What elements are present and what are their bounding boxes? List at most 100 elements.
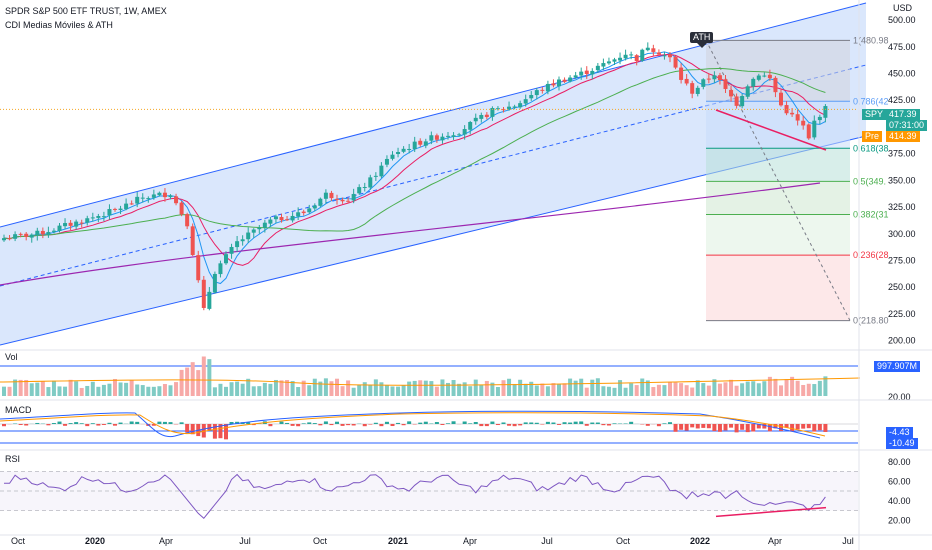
price-tick-label: 200.00 (888, 336, 916, 346)
volume-bar (63, 386, 68, 396)
candle-body (723, 79, 728, 89)
volume-bar (812, 384, 817, 396)
volume-bar (96, 386, 101, 396)
macd-histogram-bar (118, 422, 123, 424)
candle-body (196, 255, 201, 281)
macd-histogram-bar (512, 424, 517, 427)
candle-body (268, 219, 273, 224)
macd-histogram-bar (2, 424, 6, 427)
candle-body (679, 67, 684, 80)
candle-body (174, 196, 179, 204)
volume-bar (235, 381, 240, 396)
spy-timer-tag: 07:31:00 (886, 120, 928, 131)
macd-histogram-bar (468, 423, 473, 424)
candle-body (484, 114, 489, 118)
symbol-title: SPDR S&P 500 ETF TRUST, 1W, AMEX (5, 6, 167, 16)
macd-histogram-bar (440, 424, 445, 425)
candle-body (251, 229, 256, 233)
candle-body (712, 75, 717, 80)
candle-body (51, 230, 56, 232)
volume-bar (434, 386, 439, 396)
candle-body (418, 140, 423, 145)
volume-bar (507, 378, 512, 396)
price-tick-label: 225.00 (888, 309, 916, 319)
volume-bar (390, 386, 395, 396)
macd-histogram-bar (434, 422, 439, 424)
volume-bar (640, 378, 645, 396)
candle-body (623, 54, 628, 59)
fib-band (706, 101, 850, 149)
price-tick-label: 250.00 (888, 282, 916, 292)
candle-body (351, 193, 356, 201)
volume-bar (429, 381, 434, 396)
macd-histogram-bar (446, 423, 450, 424)
fibonacci-retracement: 1(480.98 0.786(42 0.618(38 0.5(349. 0.382(31… (705, 35, 889, 326)
candle-body (751, 78, 756, 87)
candle-body (812, 120, 817, 138)
candle-body (63, 223, 68, 227)
candle-body (312, 205, 317, 209)
volume-bar (668, 381, 672, 396)
volume-bar (185, 367, 190, 396)
volume-bar (817, 380, 822, 396)
volume-bar (779, 385, 783, 396)
candle-body (645, 47, 650, 51)
volume-bar (551, 383, 556, 396)
candle-body (35, 230, 40, 236)
volume-bar (462, 382, 467, 396)
candle-body (46, 231, 51, 235)
volume-bar (18, 379, 23, 396)
candle-body (262, 222, 267, 228)
volume-bar (151, 386, 156, 396)
rsi-tick-label: 20.00 (888, 515, 911, 525)
candle-body (168, 195, 173, 198)
candle-body (29, 234, 34, 238)
candle-body (468, 122, 473, 130)
candle-body (90, 217, 95, 219)
volume-bar (468, 386, 473, 396)
macd-histogram-bar (373, 422, 378, 424)
macd-histogram-bar (90, 423, 95, 424)
macd-histogram-bar (346, 424, 351, 426)
candle-body (2, 238, 6, 241)
volume-bar (368, 384, 373, 396)
volume-bar (634, 385, 639, 396)
volume-ma-line (0, 377, 861, 386)
candle-body (767, 74, 772, 79)
volume-bar (129, 380, 134, 396)
volume-bar (673, 382, 678, 396)
volume-bar (29, 383, 34, 396)
volume-bar (346, 380, 351, 396)
macd-histogram-bar (218, 424, 223, 439)
channel-fill (0, 3, 866, 345)
candle-body (301, 211, 306, 214)
candle-body (335, 198, 339, 200)
candle-body (729, 89, 734, 97)
annotations (0, 43, 858, 151)
candle-body (606, 61, 611, 64)
volume-bar (629, 383, 634, 396)
macd-histogram-bar (501, 422, 506, 424)
volume-bar (423, 380, 428, 396)
fib-level-label: 1(480.98 (853, 35, 889, 45)
candle-body (318, 198, 323, 206)
macd-histogram-bar (329, 424, 334, 426)
candle-body (740, 96, 745, 107)
volume-bar (384, 385, 389, 396)
volume-bar (262, 382, 267, 396)
macd-histogram-bar (35, 422, 40, 424)
candle-body (457, 134, 462, 136)
volume-bar (734, 385, 739, 396)
volume-bar (379, 382, 384, 396)
candle-body (490, 107, 495, 117)
macd-histogram-bar (79, 423, 84, 424)
time-tick-label: Apr (768, 536, 782, 546)
candle-body (601, 63, 606, 67)
volume-bar (606, 386, 611, 396)
indicator-title: CDI Medias Móviles & ATH (5, 20, 113, 30)
spy-price-tag: 417.39 (886, 109, 920, 120)
volume-bar (196, 370, 201, 396)
macd-histogram-bar (751, 424, 756, 432)
macd-histogram-bar (573, 421, 578, 424)
